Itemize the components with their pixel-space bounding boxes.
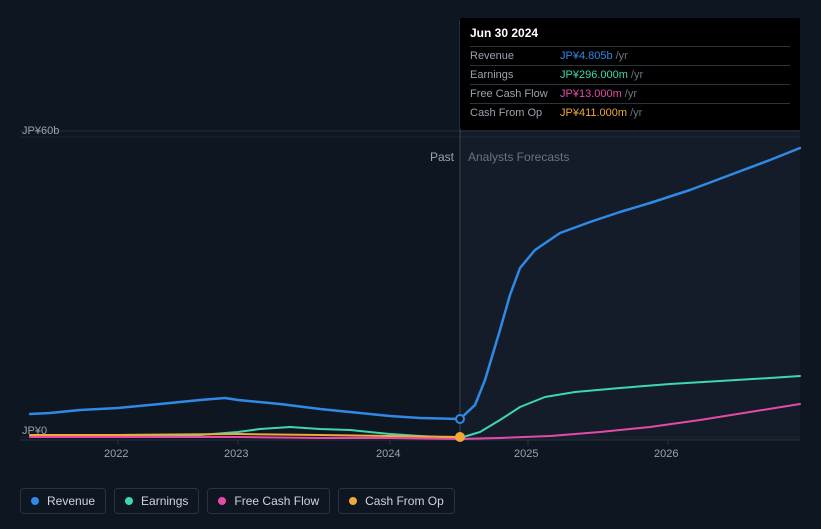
tooltip-row-label: Earnings (470, 69, 560, 81)
y-axis-label: JP¥60b (22, 125, 59, 137)
tooltip-row: Free Cash FlowJP¥13.000m/yr (470, 84, 790, 103)
tooltip-row-value: JP¥411.000m (560, 107, 627, 119)
tooltip-row-label: Free Cash Flow (470, 88, 560, 100)
legend-item-earnings[interactable]: Earnings (114, 488, 199, 514)
legend-label: Revenue (47, 494, 95, 508)
data-tooltip: Jun 30 2024 RevenueJP¥4.805b/yrEarningsJ… (460, 18, 800, 130)
tooltip-row-value: JP¥13.000m (560, 88, 622, 100)
tooltip-row: RevenueJP¥4.805b/yr (470, 46, 790, 65)
financial-chart: JP¥60b JP¥0 2022 2023 2024 2025 2026 Past Ana… (0, 0, 821, 524)
x-axis-label: 2022 (104, 448, 128, 460)
tooltip-row-unit: /yr (630, 107, 642, 119)
x-axis-label: 2024 (376, 448, 400, 460)
tooltip-row-label: Revenue (470, 50, 560, 62)
legend-label: Cash From Op (365, 494, 444, 508)
tooltip-row-value: JP¥296.000m (560, 69, 628, 81)
x-axis-label: 2025 (514, 448, 538, 460)
forecast-region-label: Analysts Forecasts (468, 150, 569, 164)
x-axis-label: 2023 (224, 448, 248, 460)
legend-item-cash-from-op[interactable]: Cash From Op (338, 488, 455, 514)
tooltip-row-value: JP¥4.805b (560, 50, 613, 62)
legend-label: Earnings (141, 494, 188, 508)
tooltip-date: Jun 30 2024 (470, 26, 790, 46)
y-axis-label: JP¥0 (22, 425, 47, 437)
tooltip-row: Cash From OpJP¥411.000m/yr (470, 103, 790, 122)
past-region-label: Past (430, 150, 454, 164)
tooltip-row-unit: /yr (625, 88, 637, 100)
legend-swatch (349, 497, 357, 505)
tooltip-row-unit: /yr (631, 69, 643, 81)
legend-label: Free Cash Flow (234, 494, 319, 508)
tooltip-row-unit: /yr (616, 50, 628, 62)
tooltip-row-label: Cash From Op (470, 107, 560, 119)
legend-swatch (218, 497, 226, 505)
legend-swatch (125, 497, 133, 505)
legend-item-free-cash-flow[interactable]: Free Cash Flow (207, 488, 330, 514)
chart-legend: Revenue Earnings Free Cash Flow Cash From O… (20, 488, 455, 514)
x-axis-label: 2026 (654, 448, 678, 460)
tooltip-row: EarningsJP¥296.000m/yr (470, 65, 790, 84)
legend-item-revenue[interactable]: Revenue (20, 488, 106, 514)
legend-swatch (31, 497, 39, 505)
